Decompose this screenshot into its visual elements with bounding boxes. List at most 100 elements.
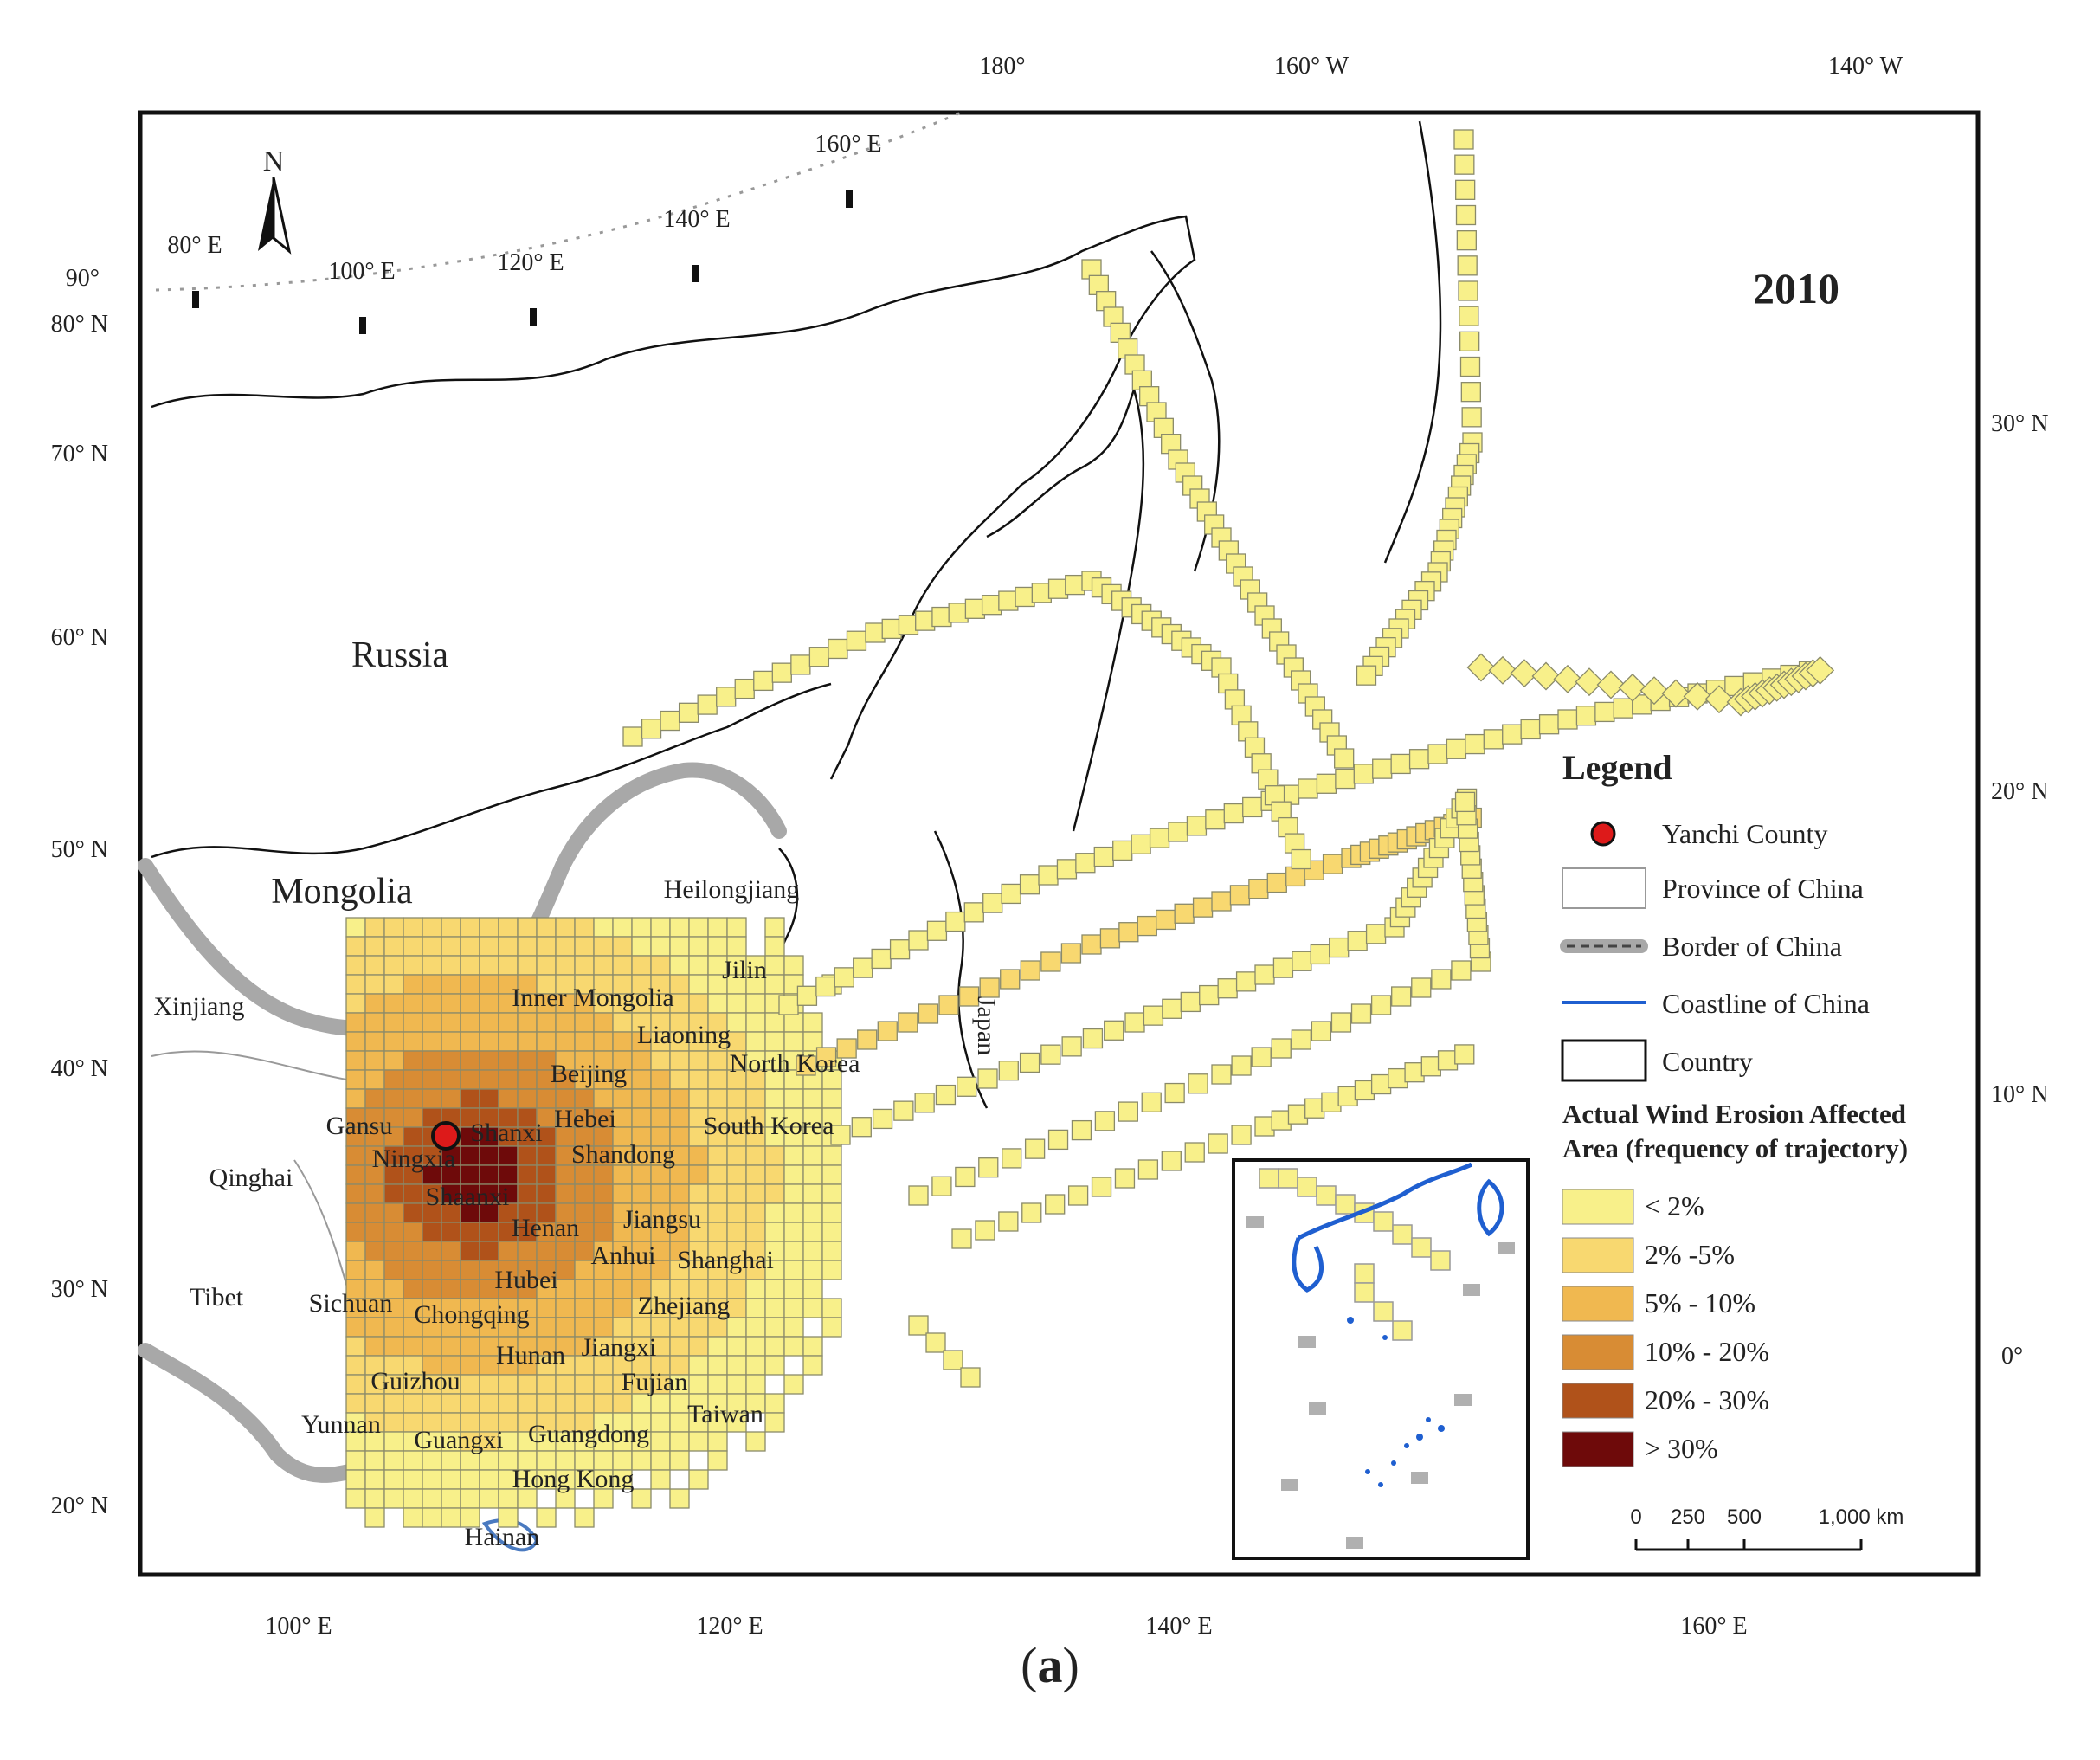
trajectory-cell xyxy=(764,1222,785,1242)
trajectory-cell xyxy=(345,1374,366,1395)
trajectory-cell xyxy=(931,1176,952,1196)
trajectory-cell xyxy=(745,1374,766,1395)
trajectory-cell xyxy=(688,1469,709,1490)
trajectory-cell xyxy=(460,1279,480,1299)
trajectory-cell xyxy=(574,955,595,976)
trajectory-cell xyxy=(802,1279,823,1299)
province-label: Hubei xyxy=(494,1266,557,1294)
trajectory-cell xyxy=(593,1202,614,1223)
trajectory-cell xyxy=(764,1393,785,1414)
trajectory-cell xyxy=(479,1012,499,1033)
trajectory-cell xyxy=(498,1393,519,1414)
trajectory-cell xyxy=(441,1507,461,1528)
trajectory-cell xyxy=(1356,665,1377,686)
trajectory-cell xyxy=(1223,803,1244,824)
scale-label: 250 xyxy=(1671,1505,1705,1529)
trajectory-cell xyxy=(914,1093,935,1113)
trajectory-cell xyxy=(745,1336,766,1357)
trajectory-cell xyxy=(808,647,830,667)
north-arrow-icon xyxy=(258,177,292,255)
yanchi-legend-icon xyxy=(1590,821,1616,847)
province-label: Gansu xyxy=(326,1112,393,1140)
frequency-title: Area (frequency of trajectory) xyxy=(1562,1133,1908,1164)
trajectory-cell xyxy=(783,1260,804,1280)
province-label: Shaanxi xyxy=(426,1183,510,1211)
legend-item: Yanchi County xyxy=(1662,818,1827,849)
trajectory-cell xyxy=(612,1298,633,1318)
trajectory-cell xyxy=(383,1088,404,1109)
trajectory-cell xyxy=(517,955,538,976)
trajectory-cell xyxy=(517,1050,538,1071)
trajectory-cell xyxy=(802,1088,823,1109)
trajectory-cell xyxy=(460,1031,480,1052)
trajectory-cell xyxy=(796,985,818,1006)
trajectory-cell xyxy=(660,710,680,732)
trajectory-cell xyxy=(707,1145,728,1166)
trajectory-cell xyxy=(1431,969,1452,990)
trajectory-cell xyxy=(383,1031,404,1052)
trajectory-cell xyxy=(821,1298,842,1318)
trajectory-cell xyxy=(726,936,747,957)
trajectory-cell xyxy=(871,948,892,970)
trajectory-cell xyxy=(828,638,848,660)
trajectory-cell xyxy=(364,974,385,995)
trajectory-cell xyxy=(688,1069,709,1090)
trajectory-cell xyxy=(345,974,366,995)
trajectory-cell xyxy=(764,1317,785,1338)
trajectory-cell xyxy=(383,1450,404,1471)
trajectory-cell xyxy=(821,1183,842,1204)
trajectory-cell xyxy=(821,1202,842,1223)
arc-lon-label: 120° E xyxy=(497,249,564,276)
province-label: Tibet xyxy=(190,1283,244,1312)
trajectory-cell xyxy=(650,1069,671,1090)
trajectory-cell xyxy=(479,936,499,957)
legend: Legend Yanchi County Province of China B… xyxy=(1560,748,1908,1551)
trajectory-cell xyxy=(1124,1012,1145,1033)
trajectory-cell xyxy=(764,1336,785,1357)
trajectory-cell xyxy=(555,1488,576,1509)
trajectory-cell xyxy=(783,1183,804,1204)
arc-lon-label: 140° E xyxy=(663,206,730,233)
trajectory-cell xyxy=(783,1336,804,1357)
frequency-swatches xyxy=(1562,1189,1634,1467)
trajectory-cell xyxy=(593,1183,614,1204)
trajectory-cell xyxy=(1231,1055,1252,1076)
trajectory-cell xyxy=(422,1069,442,1090)
trajectory-cell xyxy=(1141,1092,1162,1112)
lat-label: 30° N xyxy=(51,1276,108,1303)
trajectory-cell xyxy=(1459,306,1479,326)
trajectory-cell xyxy=(1067,1185,1089,1206)
trajectory-cell xyxy=(1488,655,1517,685)
trajectory-cell xyxy=(612,1393,633,1414)
trajectory-cell xyxy=(422,1393,442,1414)
province-label: Fujian xyxy=(622,1368,688,1396)
trajectory-cell xyxy=(688,955,709,976)
trajectory-cell xyxy=(631,1183,652,1204)
trajectory-cell xyxy=(669,1069,690,1090)
trajectory-cell xyxy=(574,1279,595,1299)
trajectory-cell xyxy=(726,993,747,1014)
trajectory-cell xyxy=(745,1279,766,1299)
trajectory-cell xyxy=(345,1355,366,1376)
trajectory-cell xyxy=(345,917,366,938)
trajectory-cell xyxy=(364,1069,385,1090)
trajectory-cell xyxy=(364,917,385,938)
trajectory-cell xyxy=(403,1126,423,1147)
axis-labels: 100° E 120° E 140° E 160° E 180° 160° W … xyxy=(51,53,2049,1640)
trajectory-cell xyxy=(517,1241,538,1261)
trajectory-cell xyxy=(1061,1036,1082,1057)
trajectory-cell xyxy=(1164,1082,1185,1104)
trajectory-cell xyxy=(1093,846,1114,867)
trajectory-cell xyxy=(726,1202,747,1223)
frequency-class-label: > 30% xyxy=(1645,1433,1718,1464)
trajectory-cell xyxy=(364,1202,385,1223)
province-label: Shanxi xyxy=(470,1119,542,1147)
trajectory-cell xyxy=(403,1279,423,1299)
arc-lon-label: 160° E xyxy=(815,131,881,158)
trajectory-cell xyxy=(1251,1047,1272,1067)
trajectory-cell xyxy=(688,1050,709,1071)
trajectory-cell xyxy=(707,1355,728,1376)
province-label: Beijing xyxy=(551,1060,627,1088)
trajectory-cell xyxy=(834,967,854,988)
trajectory-cell xyxy=(877,1021,898,1041)
